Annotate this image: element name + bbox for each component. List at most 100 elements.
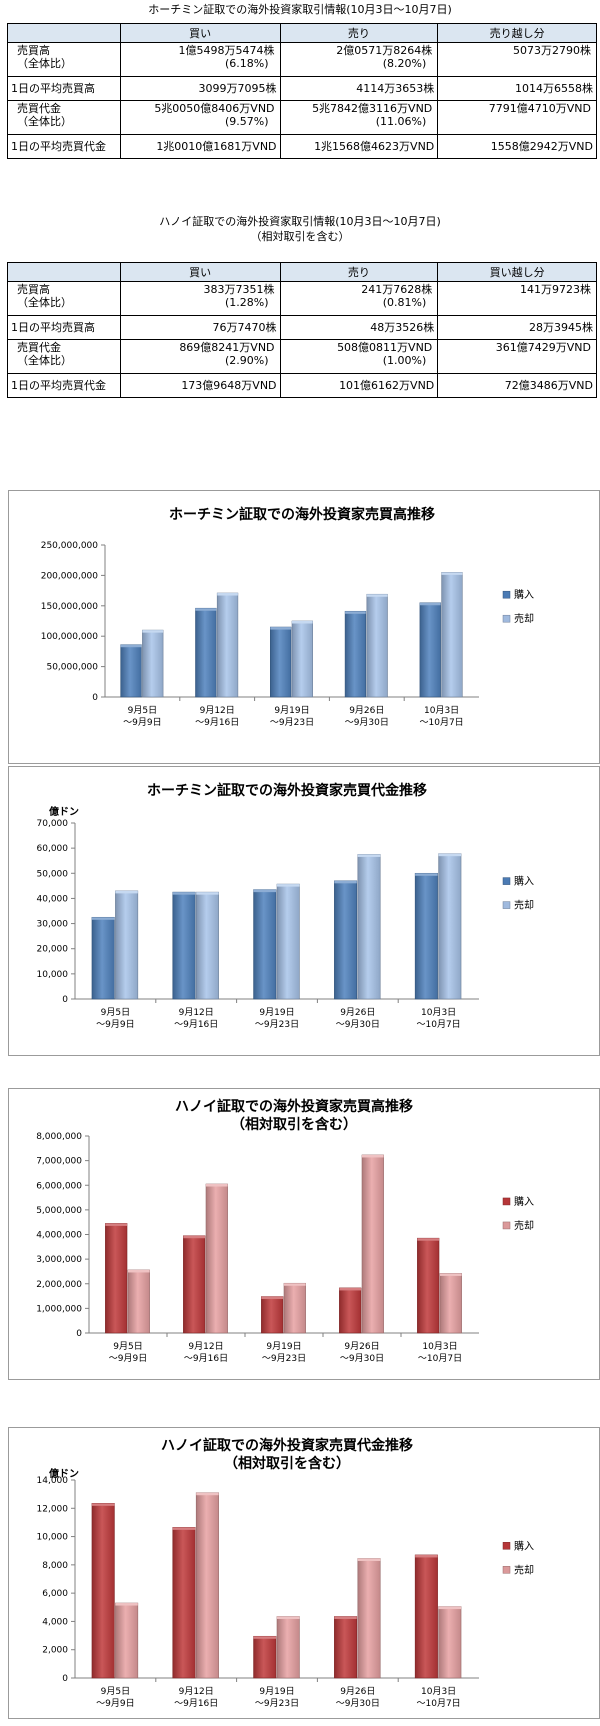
x-category-label: ～9月9日	[96, 1698, 134, 1709]
bar-buy	[414, 872, 438, 1000]
bar-sell	[438, 853, 462, 1000]
header-cell: 買い	[119, 23, 281, 43]
bar-sell	[438, 1606, 462, 1679]
x-category-label: ～9月23日	[255, 1019, 299, 1030]
row-label: 1日の平均売買代金	[7, 134, 121, 159]
x-category-label: 9月5日	[113, 1341, 142, 1352]
sell-cell: 4114万3653株	[279, 76, 439, 101]
legend-label: 売却	[514, 612, 534, 625]
x-category-label: ～9月30日	[336, 1019, 380, 1030]
x-category-label: 9月26日	[349, 705, 384, 716]
bar-sell	[366, 593, 388, 698]
header-cell: 買い越し分	[437, 262, 597, 282]
sell-cell: 48万3526株	[279, 315, 439, 340]
chart-hanoi-value: ハノイ証取での海外投資家売買代金推移 （相対取引を含む） 億ドン 0 2,000 4,00…	[8, 1427, 600, 1719]
bar-top-highlight	[217, 593, 238, 596]
x-category-label: 9月12日	[188, 1341, 223, 1352]
bar-buy	[344, 610, 367, 698]
x-category-label: 9月19日	[274, 705, 309, 716]
y-tick-label: 250,000,000	[41, 541, 99, 551]
y-tick-label: 0	[62, 1674, 68, 1684]
x-category-label: 10月3日	[421, 1686, 456, 1697]
chart-hcm-volume: ホーチミン証取での海外投資家売買高推移 0 50,000,000 100,000,00…	[8, 490, 600, 764]
x-category-label: 10月3日	[422, 1341, 457, 1352]
chart-title: ホーチミン証取での海外投資家売買高推移	[169, 506, 435, 523]
legend-label: 購入	[514, 1539, 534, 1552]
bar-top-highlight	[105, 1223, 127, 1226]
buy-cell: 76万7470株	[119, 315, 281, 340]
row-label: 売買代金 （全体比）	[7, 339, 121, 374]
x-category-label: ～10月7日	[418, 1353, 462, 1364]
legend-label: 売却	[514, 899, 534, 912]
y-tick-label: 8,000	[42, 1561, 68, 1571]
x-category-label: 9月19日	[259, 1686, 294, 1697]
bar-top-highlight	[196, 892, 219, 895]
chart-hanoi-volume-svg: ハノイ証取での海外投資家売買高推移（相対取引を含む） 0 1,000,000 2,00…	[36, 1098, 534, 1364]
hanoi-table-title: ハノイ証取での海外投資家取引情報(10月3日～10月7日)	[159, 215, 441, 228]
bar-sell	[205, 1183, 228, 1334]
y-tick-label: 4,000	[42, 1617, 68, 1627]
bar-sell	[291, 620, 313, 698]
bar-top-highlight	[261, 1296, 283, 1300]
bar-buy	[120, 644, 142, 698]
bar-buy	[195, 607, 217, 698]
bar-top-highlight	[415, 873, 438, 876]
bar-top-highlight	[415, 1554, 438, 1558]
row-label: 売買代金 （全体比）	[7, 100, 121, 135]
chart-title: ハノイ証取での海外投資家売買高推移	[175, 1098, 413, 1115]
bar-sell	[439, 1273, 462, 1334]
x-category-label: ～10月7日	[417, 1698, 461, 1709]
table-header-row: 買い 売り 売り越し分	[7, 23, 597, 43]
legend-label: 購入	[514, 588, 534, 601]
y-tick-label: 1,000,000	[36, 1304, 82, 1314]
bar-top-highlight	[196, 1492, 219, 1496]
hcm-table-title: ホーチミン証取での海外投資家取引情報(10月3日～10月7日)	[148, 3, 452, 16]
y-tick-label: 10,000	[37, 1533, 69, 1543]
x-category-label: ～9月30日	[345, 717, 389, 728]
bar-top-highlight	[277, 1616, 300, 1619]
bar-top-highlight	[284, 1283, 306, 1286]
net-cell: 141万9723株	[437, 281, 597, 316]
bar-top-highlight	[115, 1603, 138, 1606]
bar-buy	[183, 1235, 206, 1334]
bar-top-highlight	[206, 1184, 228, 1187]
bar-sell	[115, 890, 139, 1000]
bar-buy	[253, 1635, 277, 1679]
y-tick-label: 40,000	[37, 894, 69, 904]
buy-cell: 173億9648万VND	[119, 373, 281, 398]
bar-top-highlight	[253, 889, 276, 893]
y-tick-label: 8,000,000	[36, 1132, 82, 1142]
buy-cell: 383万7351株 (1.28%)	[119, 281, 281, 316]
y-tick-label: 30,000	[37, 920, 69, 930]
buy-cell: 1兆0010億1681万VND	[119, 134, 281, 159]
x-category-label: ～9月9日	[109, 1353, 147, 1364]
x-category-label: ～9月9日	[123, 717, 161, 728]
x-category-label: 9月12日	[179, 1007, 214, 1018]
net-cell: 5073万2790株	[437, 42, 597, 77]
bar-top-highlight	[142, 630, 164, 633]
bar-top-highlight	[362, 1154, 384, 1158]
x-category-label: 9月12日	[179, 1686, 214, 1697]
bar-top-highlight	[183, 1235, 205, 1239]
y-tick-label: 2,000,000	[36, 1280, 82, 1290]
net-cell: 28万3945株	[437, 315, 597, 340]
bar-top-highlight	[366, 594, 388, 597]
bar-buy	[253, 889, 277, 1000]
chart-title: ハノイ証取での海外投資家売買代金推移	[161, 1437, 413, 1454]
y-tick-label: 6,000,000	[36, 1181, 82, 1191]
table-header-row: 買い 売り 買い越し分	[7, 262, 597, 282]
x-category-label: 10月3日	[421, 1007, 456, 1018]
x-category-label: ～9月30日	[340, 1353, 384, 1364]
bar-sell	[195, 891, 219, 1000]
bar-top-highlight	[91, 1503, 115, 1506]
bar-top-highlight	[357, 854, 381, 857]
legend-swatch	[502, 590, 511, 599]
y-tick-label: 100,000,000	[41, 632, 99, 642]
x-category-label: 9月5日	[101, 1007, 130, 1018]
x-category-label: ～9月16日	[174, 1019, 218, 1030]
bar-top-highlight	[172, 892, 196, 895]
x-category-label: ～9月16日	[195, 717, 239, 728]
bar-top-highlight	[345, 611, 366, 614]
legend-swatch	[502, 901, 511, 909]
chart-hanoi-volume: ハノイ証取での海外投資家売買高推移 （相対取引を含む） 0 1,000,000 2,00…	[8, 1088, 600, 1380]
